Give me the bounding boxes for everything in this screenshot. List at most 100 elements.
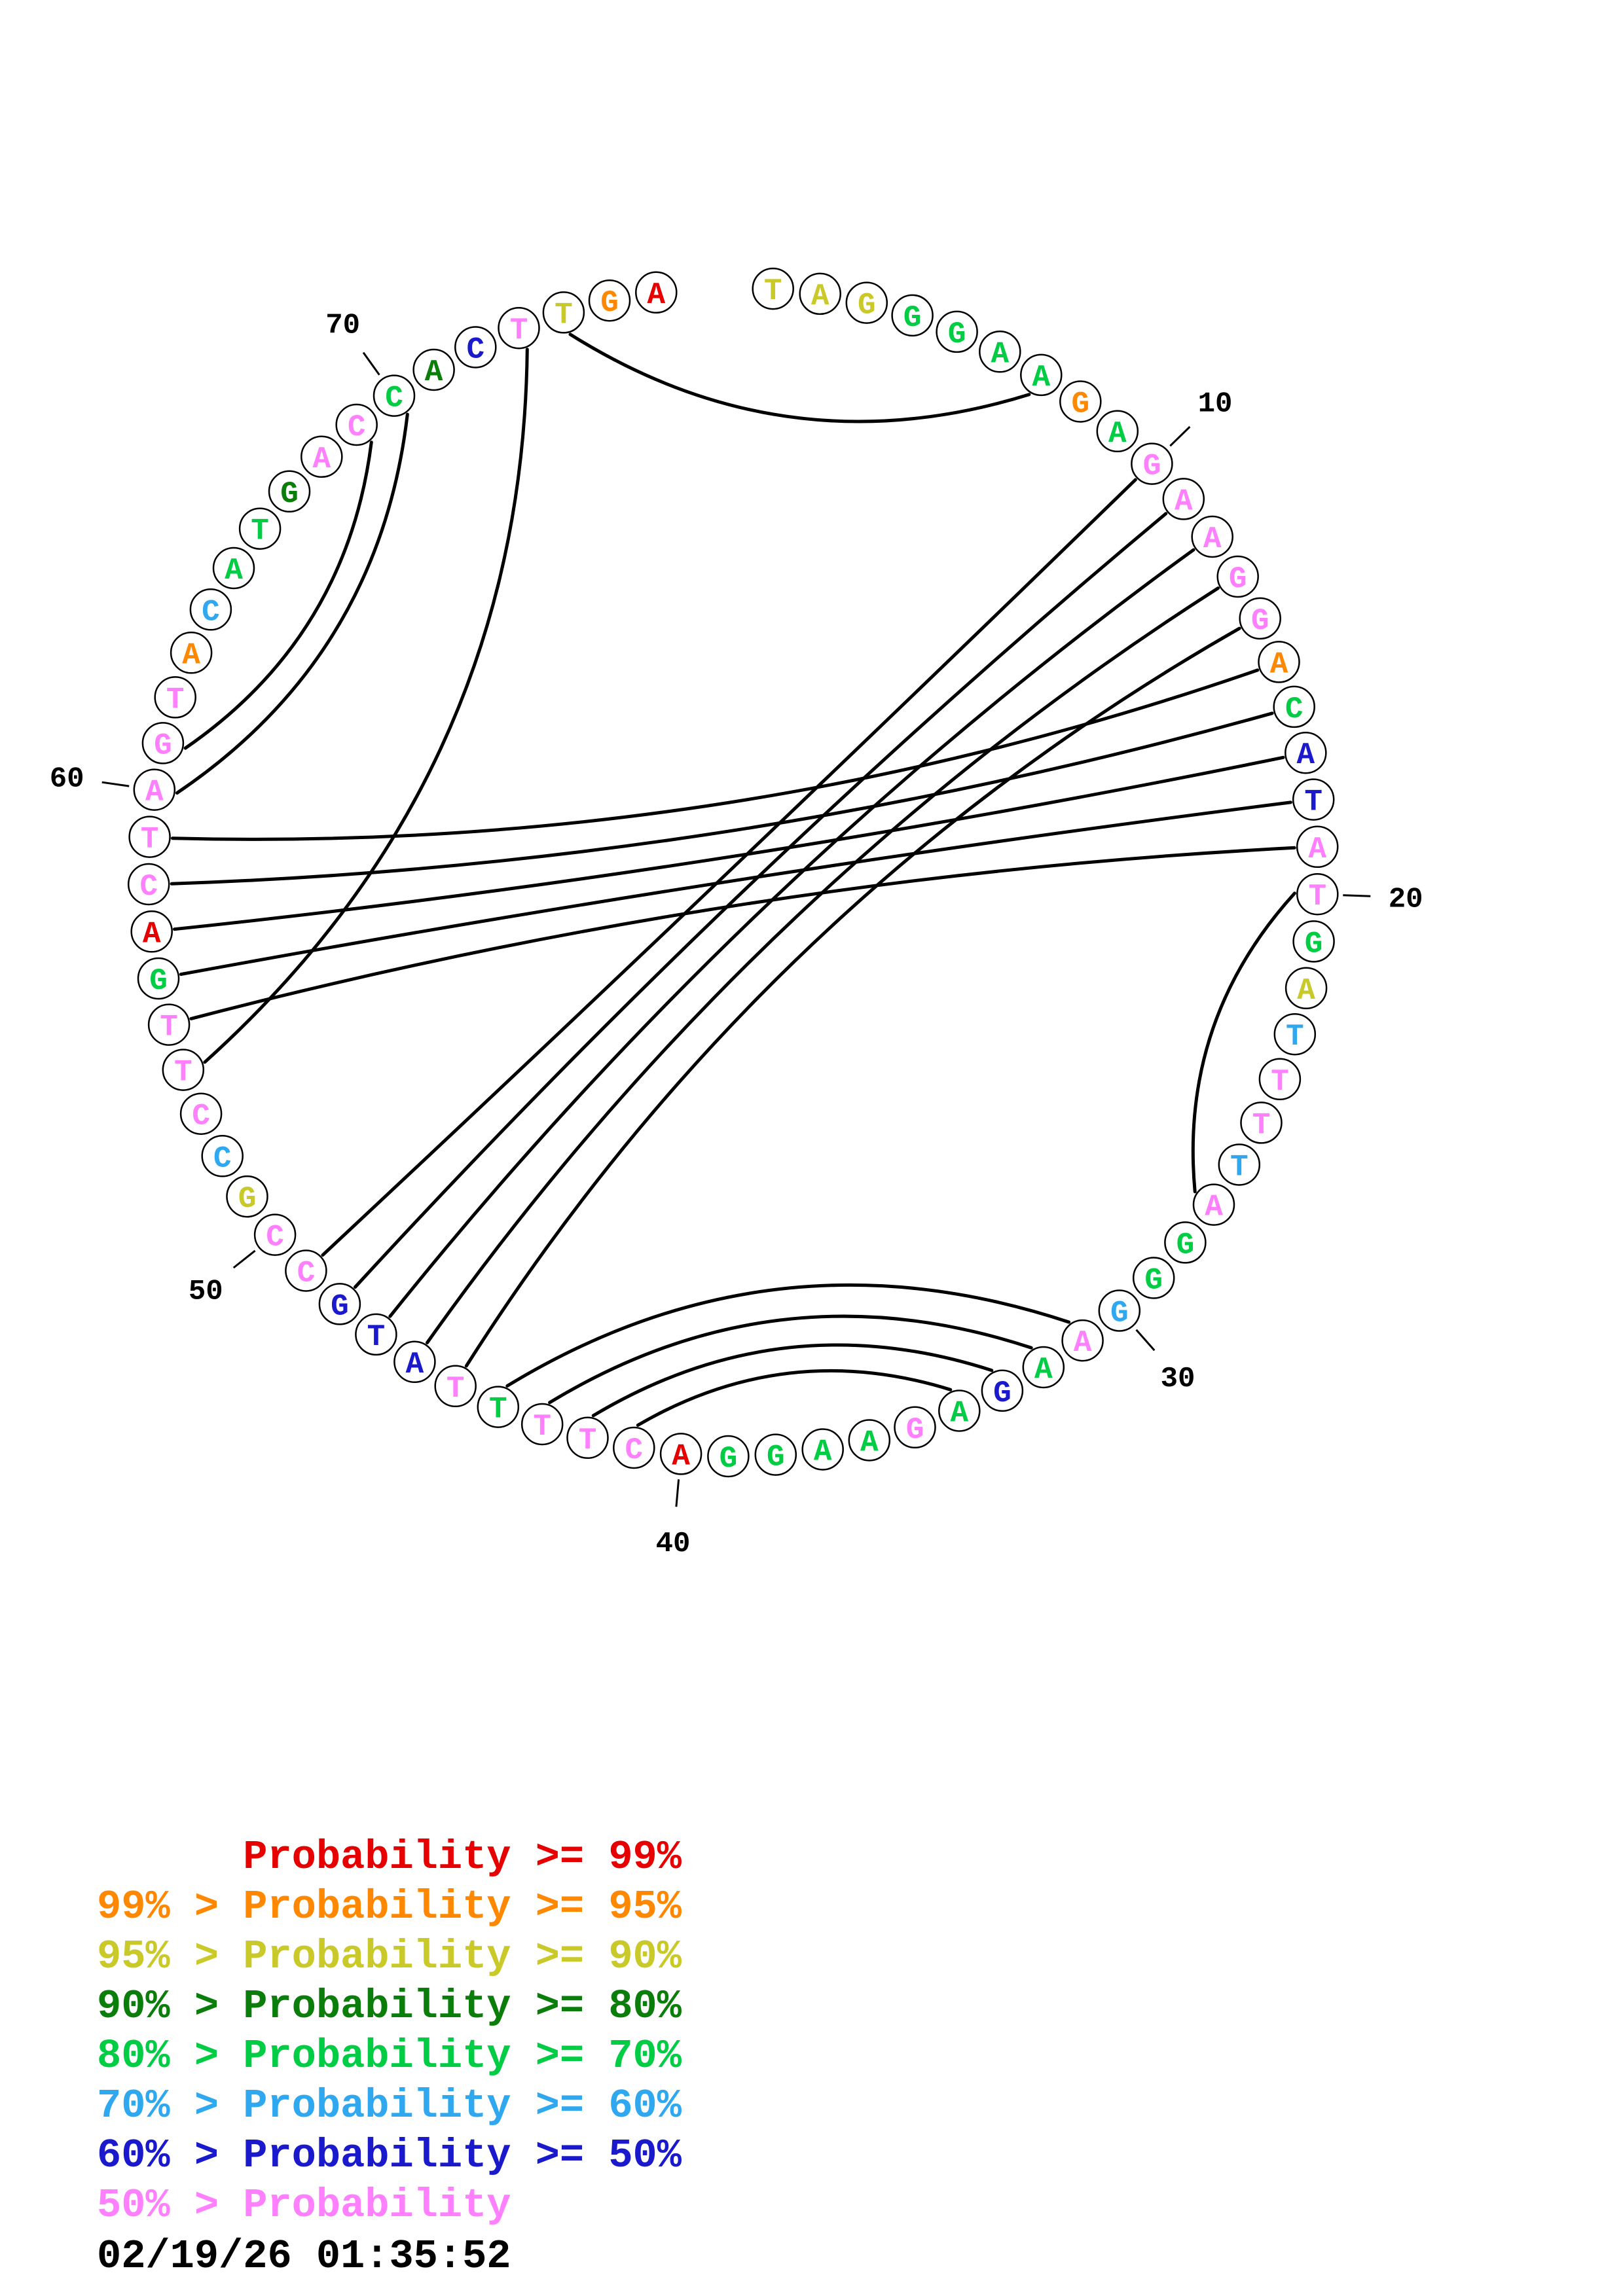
nucleotide-base: G <box>1305 927 1323 961</box>
nucleotide-base: G <box>948 317 966 351</box>
nucleotide-circle <box>170 632 213 674</box>
nucleotide-circle <box>133 768 176 811</box>
nucleotide-base: G <box>906 1413 924 1447</box>
nucleotide-circle <box>1162 478 1205 520</box>
nucleotide-base: T <box>764 274 782 308</box>
nucleotide-base: A <box>182 638 200 672</box>
nucleotide-base: T <box>160 1011 178 1045</box>
nucleotide-base: C <box>213 1141 232 1175</box>
nucleotide-base: C <box>297 1257 316 1291</box>
nucleotide-base: T <box>1230 1151 1249 1185</box>
nucleotide-base: A <box>647 278 665 312</box>
nucleotide-circle <box>355 1313 397 1356</box>
nucleotide-base: T <box>1271 1065 1289 1099</box>
nucleotide-circle <box>141 722 185 764</box>
position-tick <box>362 351 380 376</box>
base-pair-arc <box>1191 891 1296 1194</box>
nucleotide-base: G <box>858 289 876 323</box>
nucleotide-base: T <box>1252 1108 1271 1142</box>
nucleotide-circle <box>635 271 678 314</box>
nucleotide-circle <box>318 1283 361 1325</box>
nucleotide-base: A <box>1032 361 1050 395</box>
base-pair-arc <box>464 626 1241 1368</box>
nucleotide-base: T <box>141 823 159 857</box>
nucleotide-base: T <box>579 1424 597 1458</box>
position-tick <box>1169 425 1191 447</box>
nucleotide-circle <box>979 331 1021 373</box>
legend-line: 90% > Probability >= 80% <box>97 1983 682 2030</box>
nucleotide-base: T <box>447 1372 465 1406</box>
nucleotide-circle <box>226 1175 268 1218</box>
nucleotide-base: G <box>993 1376 1012 1410</box>
base-pair-arc <box>171 668 1260 841</box>
nucleotide-circle <box>1285 967 1328 1010</box>
nucleotide-circle <box>707 1435 750 1478</box>
nucleotide-circle <box>162 1049 205 1091</box>
nucleotide-base: A <box>1108 417 1127 451</box>
position-label: 30 <box>1161 1363 1195 1395</box>
nucleotide-base: G <box>331 1289 349 1323</box>
nucleotide-base: G <box>1143 450 1161 484</box>
nucleotide-base: C <box>385 382 403 416</box>
circle-structure-plot: T A G G GAAGAGAAGGACATATGATTTTAGGGAAGAGAAGGA… <box>50 267 1423 1560</box>
nucleotide-base: A <box>811 279 830 314</box>
nucleotide-base: A <box>1270 647 1288 681</box>
nucleotide-circle <box>936 310 978 353</box>
nucleotide-base: C <box>139 870 158 904</box>
nucleotide-circle <box>1191 515 1233 558</box>
nucleotide-base: T <box>533 1410 551 1444</box>
nucleotide-base: A <box>672 1439 690 1473</box>
nucleotide-circle <box>393 1340 436 1384</box>
nucleotide-circle <box>154 676 196 719</box>
nucleotide-base: G <box>720 1442 738 1476</box>
nucleotide-base: A <box>312 442 331 476</box>
nucleotide-circle <box>1292 920 1335 963</box>
nucleotide-circle <box>1239 597 1281 640</box>
nucleotide-circle <box>147 1003 191 1046</box>
nucleotide-base: A <box>950 1397 968 1431</box>
nucleotide-circle <box>542 291 585 334</box>
position-tick <box>101 781 130 787</box>
nucleotide-circle <box>179 1092 223 1135</box>
nucleotide-base: A <box>1205 1191 1223 1225</box>
nucleotide-circle <box>434 1365 477 1408</box>
position-label: 40 <box>656 1528 691 1560</box>
nucleotide-circle <box>1216 555 1259 598</box>
nucleotide-base: A <box>1308 833 1326 867</box>
nucleotide-circle <box>268 470 311 513</box>
base-pair-arc <box>354 512 1168 1289</box>
position-label: 60 <box>50 763 84 796</box>
nucleotide-circle <box>894 1406 936 1449</box>
nucleotide-circle <box>1296 825 1339 869</box>
nucleotide-base: A <box>1296 738 1315 772</box>
nucleotide-base: G <box>1144 1264 1163 1298</box>
nucleotide-circle <box>754 1433 797 1476</box>
nucleotide-base: C <box>1285 692 1304 726</box>
nucleotide-circle <box>1240 1102 1283 1144</box>
nucleotide-base: T <box>1286 1020 1304 1054</box>
nucleotide-circle <box>1059 380 1102 423</box>
nucleotide-circle <box>566 1416 609 1460</box>
nucleotide-base: T <box>510 314 528 348</box>
nucleotide-base: A <box>1074 1326 1092 1360</box>
legend-line: 95% > Probability >= 90% <box>97 1933 682 1980</box>
nucleotide-circle <box>1273 1013 1317 1056</box>
nucleotide-circle <box>212 547 255 590</box>
nucleotide-base: T <box>489 1393 507 1427</box>
nucleotide-base: T <box>251 514 269 548</box>
nucleotide-base: G <box>154 728 172 762</box>
nucleotide-base: A <box>406 1348 424 1382</box>
nucleotide-circle <box>891 294 934 337</box>
nucleotide-base: C <box>466 333 484 367</box>
nucleotide-base: T <box>367 1320 386 1354</box>
nucleotide-base: A <box>425 355 443 389</box>
nucleotide-circle <box>1096 410 1139 453</box>
nucleotide-base: T <box>1308 880 1326 914</box>
nucleotide-circle <box>335 403 378 446</box>
nucleotide-circle <box>373 374 416 417</box>
nucleotide-circle <box>1273 685 1315 728</box>
nucleotide-base: G <box>903 301 922 335</box>
nucleotide-circle <box>848 1419 891 1462</box>
timestamp: 02/19/26 01:35:52 <box>97 2233 511 2280</box>
nucleotide-base: T <box>166 683 185 717</box>
